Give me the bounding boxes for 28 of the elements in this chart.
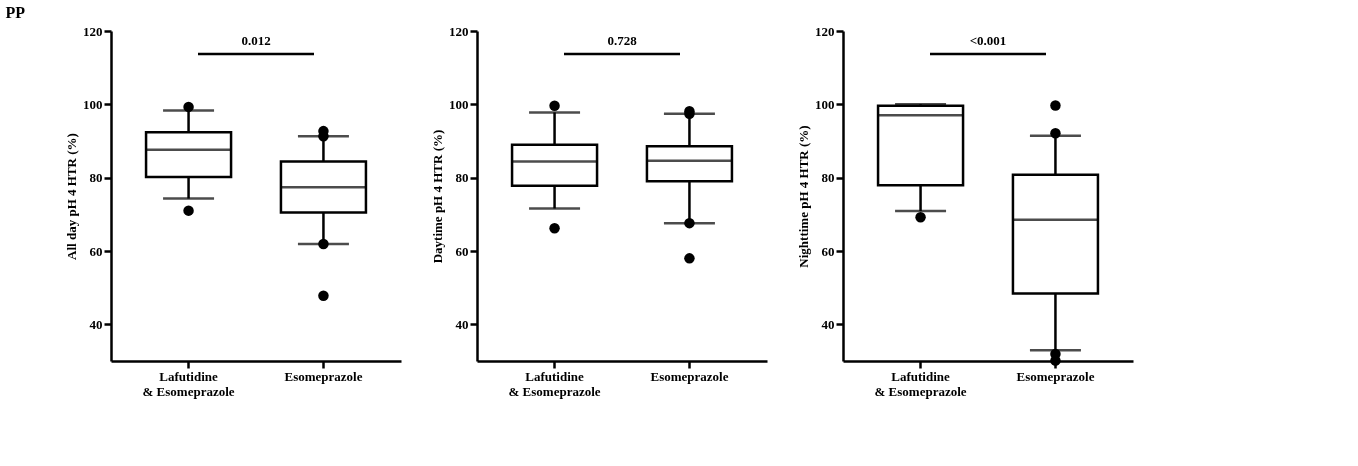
x-tick-label: Esomeprazole <box>284 368 363 384</box>
x-tick-label: Lafutidine & Esomeprazole <box>874 368 967 399</box>
y-tick-label: 120 <box>83 23 103 39</box>
y-axis-title: Daytime pH 4 HTR (%) <box>430 129 445 264</box>
y-tick-label: 100 <box>815 96 835 112</box>
y-tick-label: 60 <box>455 243 469 259</box>
y-tick-label: 100 <box>449 96 469 112</box>
chart-title: PP <box>5 4 26 21</box>
y-tick-label: 100 <box>83 96 103 112</box>
y-tick-label: 40 <box>455 316 469 332</box>
y-tick-label: 80 <box>455 170 469 186</box>
annotation: 0.728 <box>607 33 638 49</box>
y-tick-label: 120 <box>815 23 835 39</box>
y-axis-title: Nighttime pH 4 HTR (%) <box>796 125 811 268</box>
annotation: 0.012 <box>241 33 271 49</box>
annotation: <0.001 <box>969 33 1007 49</box>
y-tick-label: 60 <box>821 243 835 259</box>
y-tick-label: 120 <box>449 23 469 39</box>
y-tick-label: 40 <box>89 316 103 332</box>
x-tick-label: Esomeprazole <box>1016 368 1095 384</box>
y-tick-label: 40 <box>821 316 835 332</box>
y-tick-label: 60 <box>89 243 103 259</box>
x-tick-label: Lafutidine & Esomeprazole <box>508 368 601 399</box>
y-tick-label: 80 <box>821 170 835 186</box>
x-tick-label: Lafutidine & Esomeprazole <box>142 368 235 399</box>
y-axis-title: All day pH 4 HTR (%) <box>64 133 79 260</box>
x-tick-label: Esomeprazole <box>650 368 729 384</box>
y-tick-label: 80 <box>89 170 103 186</box>
